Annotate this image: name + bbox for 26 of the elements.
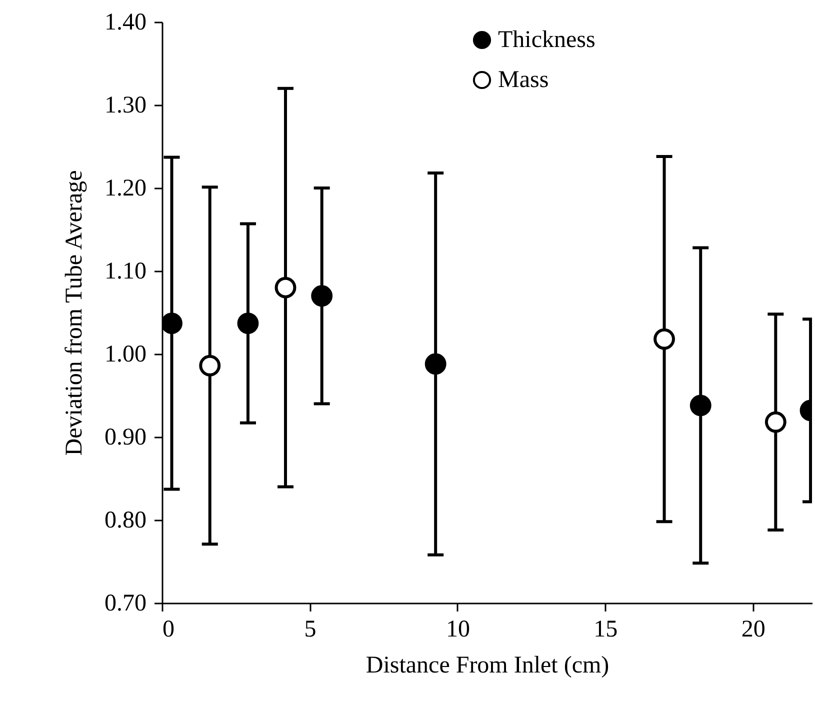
x-tick-label: 10 <box>446 616 470 642</box>
y-tick-label: 1.10 <box>104 258 146 284</box>
x-axis-title: Distance From Inlet (cm) <box>366 652 610 678</box>
y-tick-label: 1.00 <box>104 342 146 368</box>
point <box>690 394 712 416</box>
point <box>424 353 446 375</box>
x-tick-label: 20 <box>741 616 766 642</box>
y-tick-label: 1.40 <box>104 10 146 36</box>
point <box>199 354 221 376</box>
y-axis-title: Deviation from Tube Average <box>62 170 88 456</box>
y-tick-label: 1.30 <box>104 92 146 118</box>
y-tick-label: 0.80 <box>104 508 146 534</box>
x-tick-label: 5 <box>304 616 316 642</box>
x-tick-label: 0 <box>162 616 174 642</box>
point <box>274 276 296 298</box>
y-tick-label: 0.70 <box>104 590 146 616</box>
legend-label: Thickness <box>498 27 596 53</box>
x-tick-label: 15 <box>594 616 618 642</box>
point <box>764 411 786 433</box>
point <box>311 285 333 307</box>
y-tick-label: 1.20 <box>104 176 146 202</box>
y-tick-label: 0.90 <box>104 424 146 450</box>
point <box>162 312 182 334</box>
legend-label: Mass <box>498 67 549 93</box>
point <box>237 312 259 334</box>
point <box>654 328 675 350</box>
